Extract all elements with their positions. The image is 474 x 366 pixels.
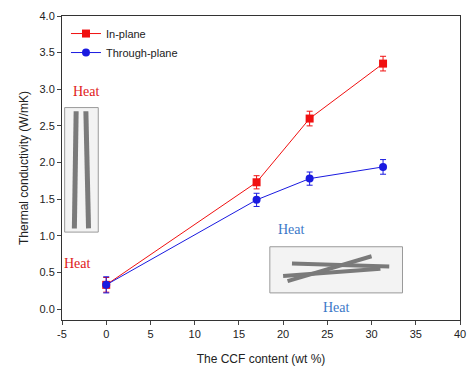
svg-text:10: 10 — [189, 328, 201, 340]
svg-text:Heat: Heat — [64, 256, 91, 271]
svg-text:40: 40 — [454, 328, 466, 340]
svg-text:2.5: 2.5 — [40, 120, 55, 132]
svg-text:3.0: 3.0 — [40, 83, 55, 95]
svg-text:30: 30 — [365, 328, 377, 340]
svg-text:Heat: Heat — [73, 84, 100, 99]
svg-text:25: 25 — [321, 328, 333, 340]
svg-text:1.0: 1.0 — [40, 230, 55, 242]
svg-text:The CCF content (wt %): The CCF content (wt %) — [197, 352, 326, 366]
svg-text:0.5: 0.5 — [40, 266, 55, 278]
svg-text:Heat: Heat — [278, 222, 305, 237]
svg-text:2.0: 2.0 — [40, 156, 55, 168]
svg-text:5: 5 — [147, 328, 153, 340]
svg-text:35: 35 — [410, 328, 422, 340]
svg-text:15: 15 — [233, 328, 245, 340]
svg-text:20: 20 — [277, 328, 289, 340]
svg-text:Through-plane: Through-plane — [106, 47, 178, 59]
svg-text:4.0: 4.0 — [40, 10, 55, 22]
svg-text:Heat: Heat — [323, 300, 350, 315]
svg-text:In-plane: In-plane — [106, 28, 146, 40]
svg-text:3.5: 3.5 — [40, 46, 55, 58]
svg-text:-5: -5 — [57, 328, 67, 340]
svg-text:Thermal conductivity (W/mK): Thermal conductivity (W/mK) — [17, 91, 31, 245]
svg-text:0: 0 — [103, 328, 109, 340]
svg-text:1.5: 1.5 — [40, 193, 55, 205]
svg-text:0.0: 0.0 — [40, 303, 55, 315]
